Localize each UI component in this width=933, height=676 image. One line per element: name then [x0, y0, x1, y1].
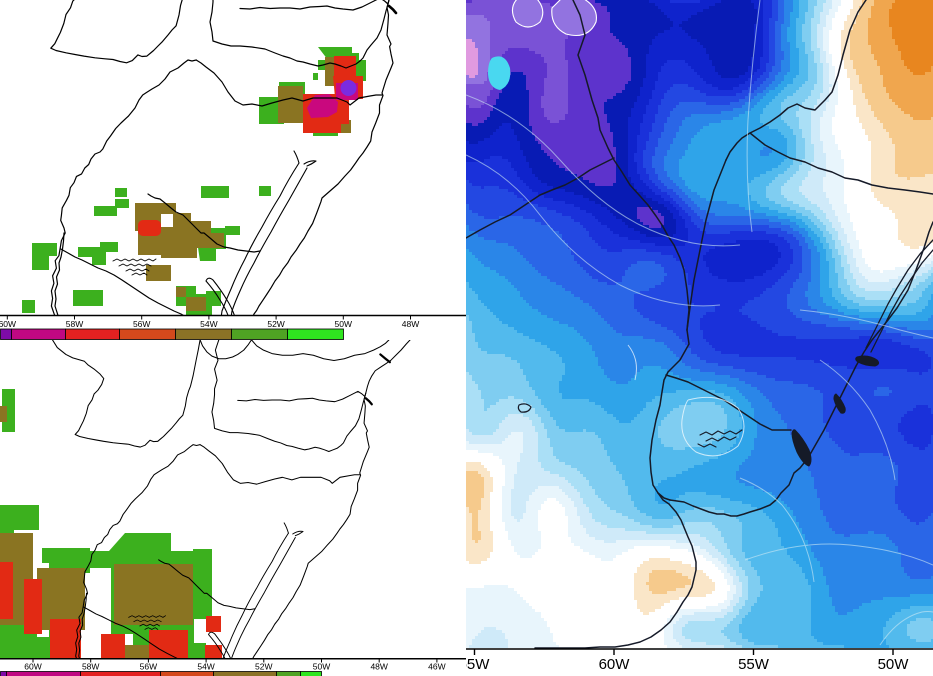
svg-text:52W: 52W [267, 319, 284, 329]
svg-text:48W: 48W [402, 319, 419, 329]
svg-text:56W: 56W [133, 319, 150, 329]
svg-text:50W: 50W [878, 656, 910, 673]
svg-text:58W: 58W [82, 662, 99, 672]
svg-text:56W: 56W [140, 662, 157, 672]
svg-text:60W: 60W [24, 662, 41, 672]
svg-text:48W: 48W [370, 662, 387, 672]
svg-text:46W: 46W [428, 662, 445, 672]
svg-text:60W: 60W [0, 319, 16, 329]
svg-text:58W: 58W [66, 319, 83, 329]
svg-text:50W: 50W [335, 319, 352, 329]
svg-text:52W: 52W [255, 662, 272, 672]
svg-text:65W: 65W [459, 656, 491, 673]
svg-text:50W: 50W [313, 662, 330, 672]
svg-text:60W: 60W [599, 656, 631, 673]
svg-text:55W: 55W [738, 656, 770, 673]
svg-text:54W: 54W [200, 319, 217, 329]
svg-text:54W: 54W [197, 662, 214, 672]
